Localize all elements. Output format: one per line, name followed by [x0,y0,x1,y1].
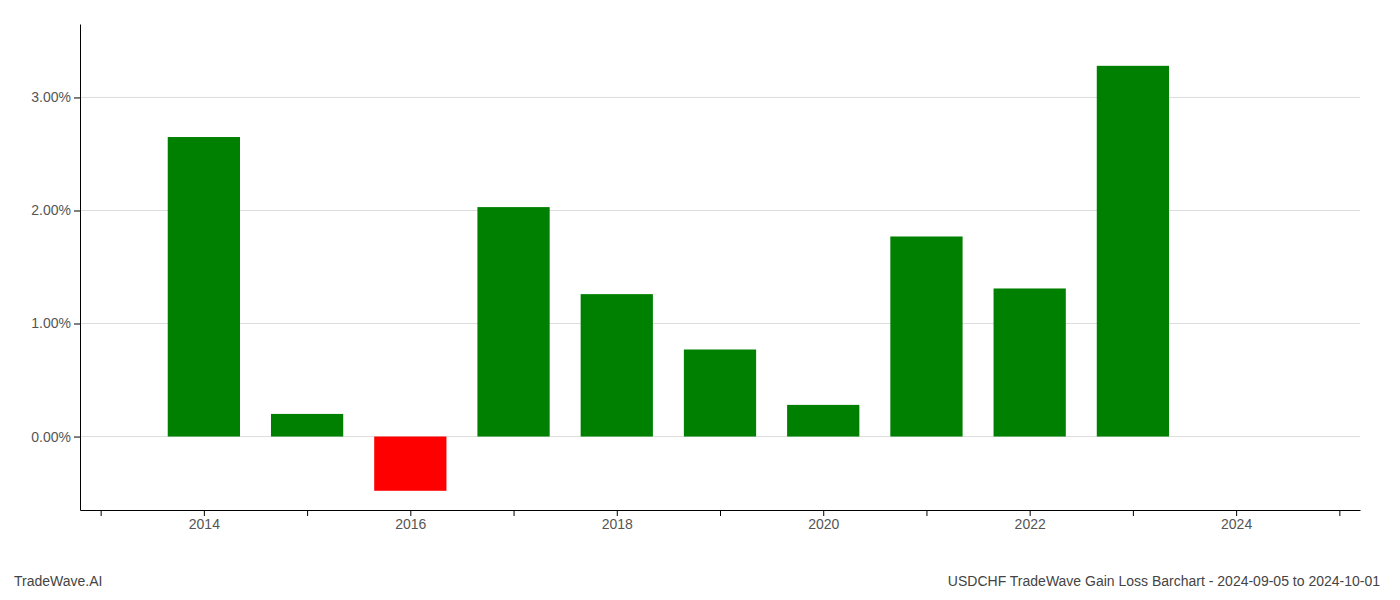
x-tick-label: 2018 [602,516,633,532]
y-tick-label: 0.00% [31,429,71,445]
x-tick [926,510,927,516]
plot: 2014 2016 2018 2020 2022 2024 0.00% 1.00% 2.00% 3… [31,25,1360,532]
x-tick [720,510,721,516]
x-tick-label: 2014 [189,516,220,532]
y-tick: 1.00% [31,315,80,331]
x-tick: 2014 [189,510,220,532]
x-tick: 2016 [395,510,426,532]
y-tick: 2.00% [31,202,80,218]
y-axis-line [80,25,81,511]
y-tick: 3.00% [31,89,80,105]
bar [787,405,859,437]
y-tick-label: 2.00% [31,202,71,218]
x-tick: 2022 [1015,510,1046,532]
x-tick-label: 2020 [808,516,839,532]
bar [581,294,653,436]
x-axis: 2014 2016 2018 2020 2022 2024 [81,510,1361,532]
y-tick-mark [74,437,80,438]
x-tick: 2018 [602,510,633,532]
x-tick-mark [307,510,308,516]
bar [1097,66,1169,437]
x-tick-label: 2022 [1015,516,1046,532]
x-tick [101,510,102,516]
bar [684,350,756,437]
bar [374,437,446,491]
y-tick-label: 3.00% [31,89,71,105]
x-tick-mark [514,510,515,516]
x-tick: 2020 [808,510,839,532]
x-tick-mark [101,510,102,516]
y-tick-mark [74,324,80,325]
chart: 2014 2016 2018 2020 2022 2024 0.00% 1.00% 2.00% 3… [0,0,1400,600]
bars [168,66,1169,491]
y-tick-mark [74,210,80,211]
x-tick-mark [1339,510,1340,516]
x-tick [1339,510,1340,516]
y-tick-mark [74,97,80,98]
x-tick-label: 2016 [395,516,426,532]
x-tick-mark [926,510,927,516]
bar [890,236,962,436]
bar [477,207,549,436]
bar [271,414,343,437]
bar [994,288,1066,436]
x-tick [514,510,515,516]
y-tick: 0.00% [31,429,80,445]
annotation: TradeWave.AI [14,573,102,589]
x-tick-mark [1133,510,1134,516]
x-tick: 2024 [1221,510,1252,532]
bar [168,137,240,437]
title: USDCHF TradeWave Gain Loss Barchart - 20… [948,573,1380,589]
x-tick-mark [720,510,721,516]
x-tick [1133,510,1134,516]
y-axis: 0.00% 1.00% 2.00% 3.00% [31,25,80,511]
x-tick-label: 2024 [1221,516,1252,532]
x-tick [307,510,308,516]
y-tick-label: 1.00% [31,315,71,331]
